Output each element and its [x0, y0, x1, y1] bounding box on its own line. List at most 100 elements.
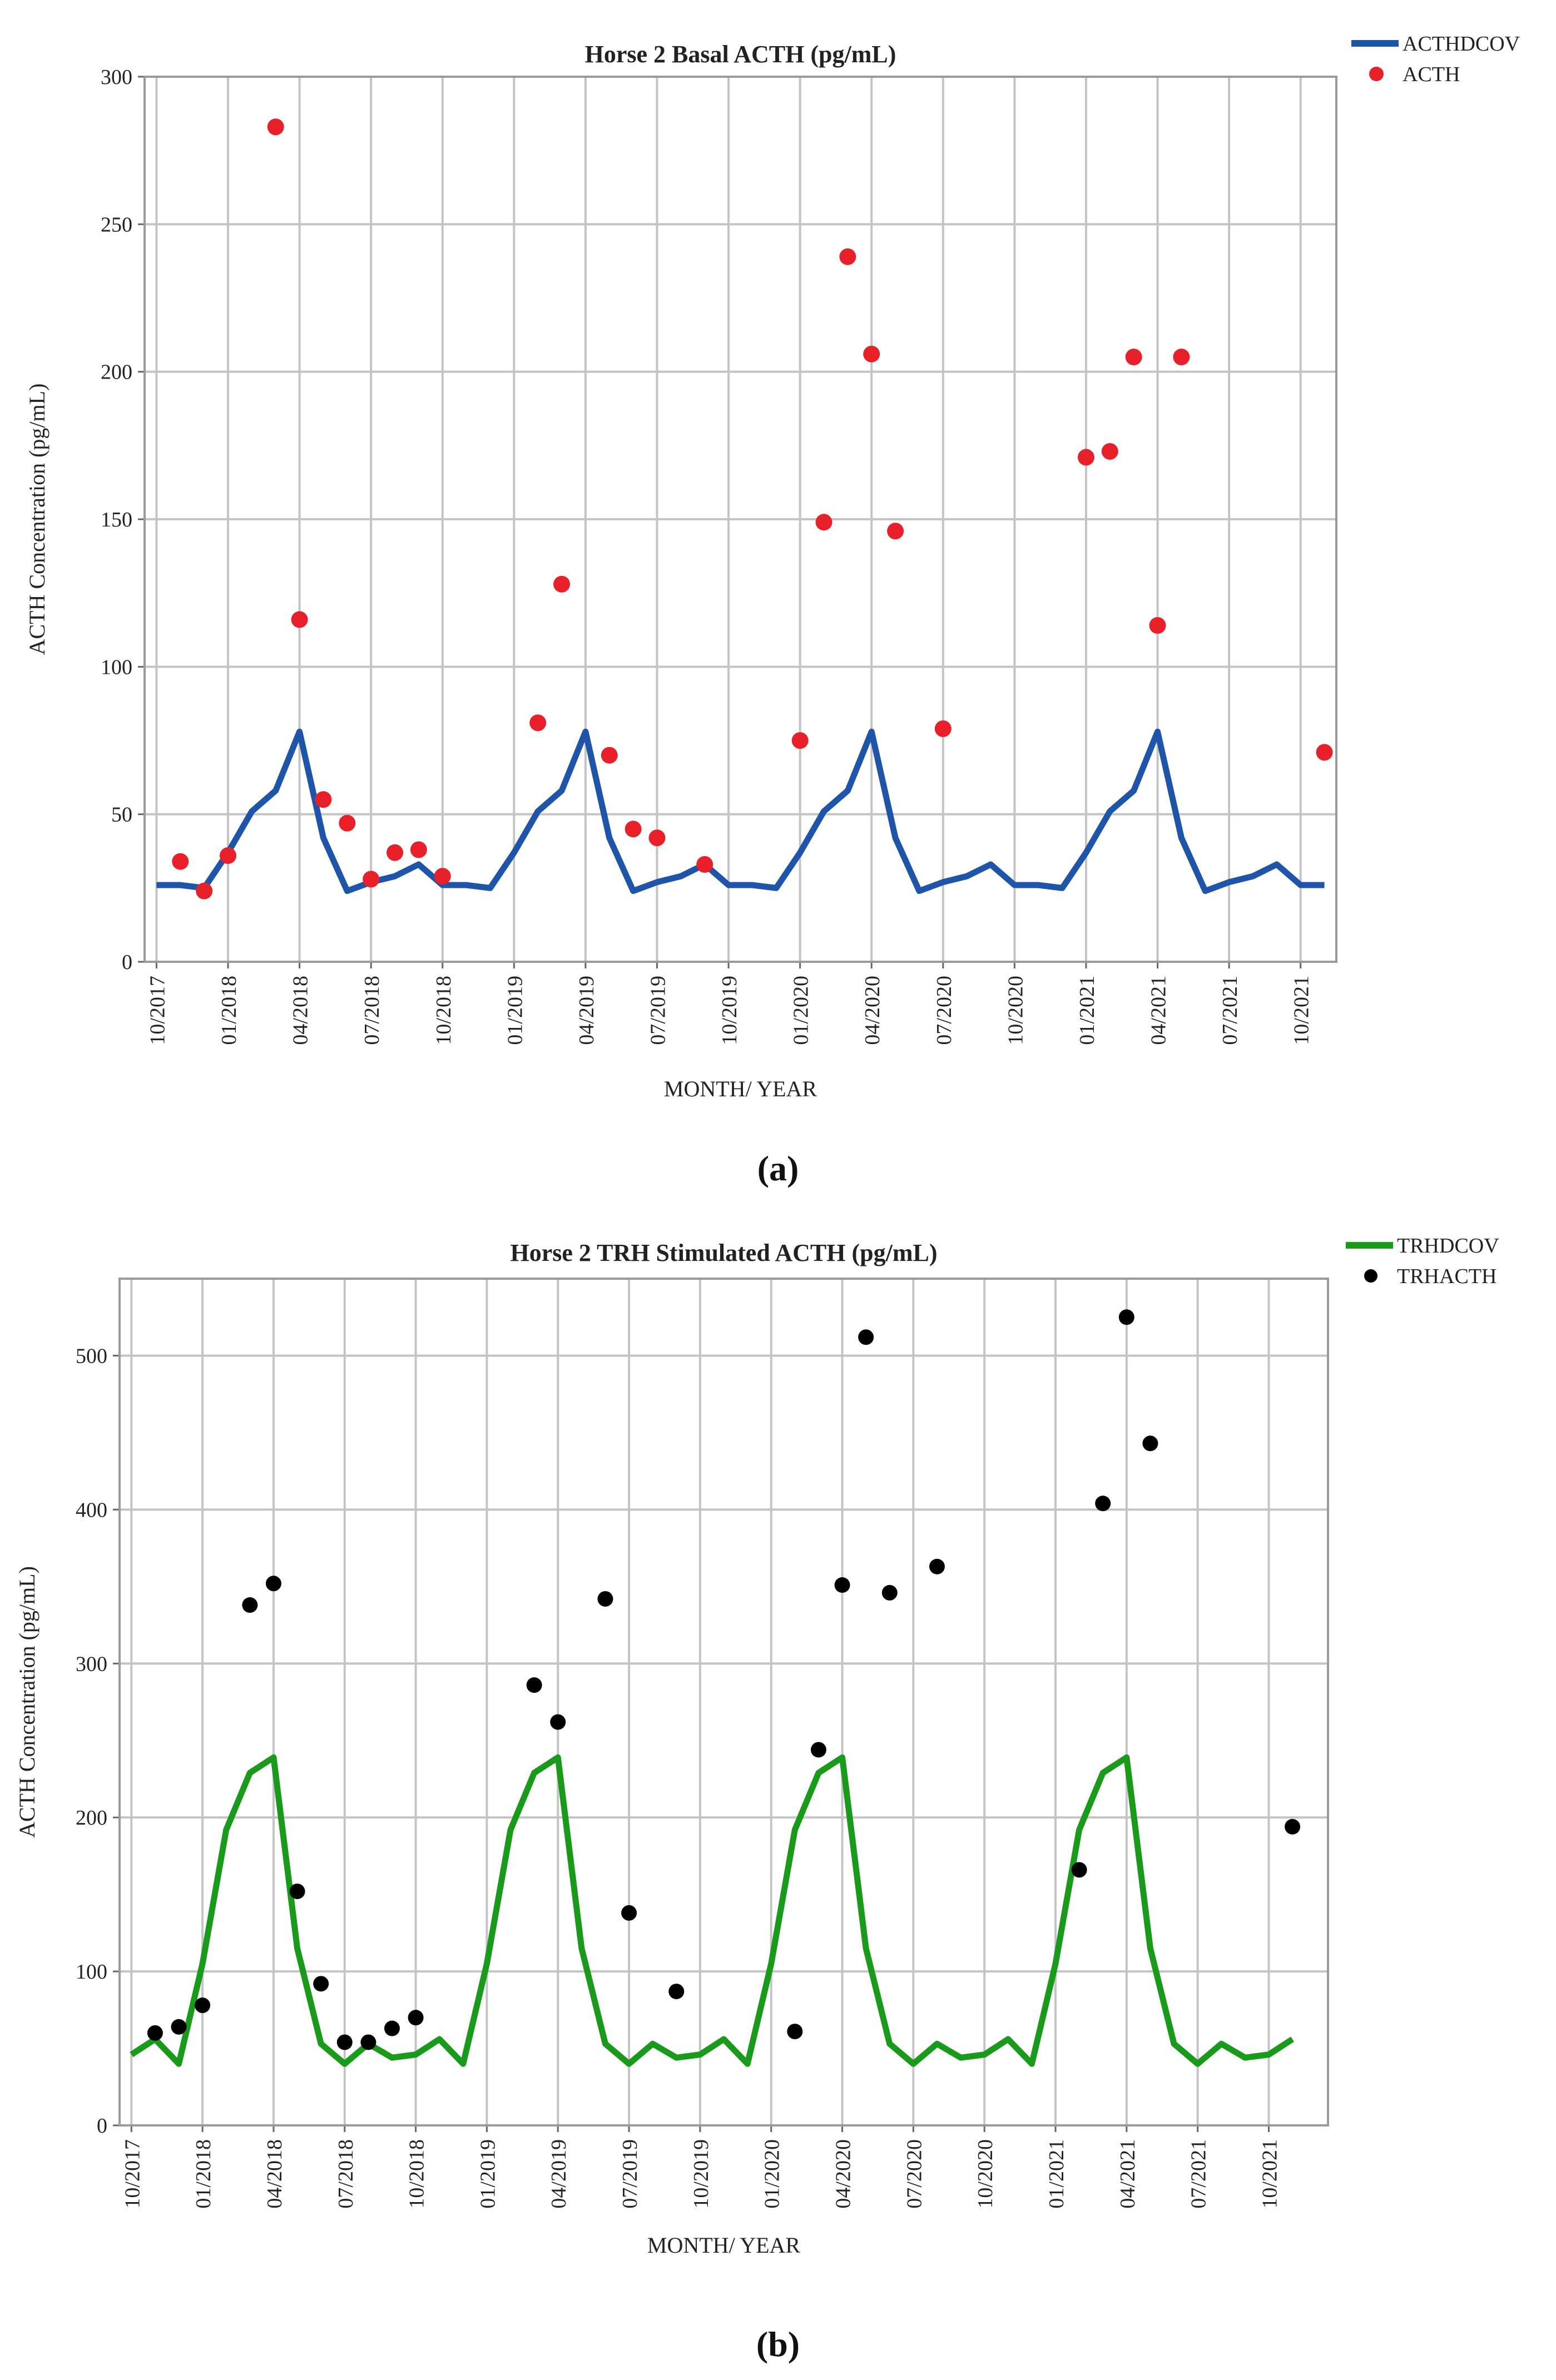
x-axis-label-a: MONTH/ YEAR: [664, 1076, 817, 1101]
data-point-trhacth: [787, 2024, 803, 2040]
data-point-trhacth: [1118, 1309, 1134, 1325]
data-point-acth: [363, 871, 380, 888]
x-tick-label-a: 07/2021: [1218, 976, 1242, 1045]
data-point-acth: [172, 853, 189, 870]
x-tick-label-b: 07/2021: [1187, 2139, 1211, 2209]
x-tick-label-a: 04/2020: [861, 976, 884, 1045]
data-point-trhacth: [265, 1576, 281, 1592]
data-point-trhacth: [336, 2034, 353, 2050]
plot-frame-a: [143, 76, 1337, 963]
x-tick-label-a: 10/2017: [146, 976, 169, 1045]
x-tick-label-a: 07/2020: [933, 976, 956, 1045]
data-point-acth: [601, 747, 618, 764]
chart-b-trh-stimulated-acth: 10/2017 01/2018 04/2018 07/2018 10/2018 01/20…: [14, 1234, 1499, 2258]
data-point-trhacth: [195, 1998, 211, 2014]
data-point-trhacth: [1285, 1818, 1301, 1835]
x-tick-label-b: 04/2021: [1116, 2139, 1139, 2209]
data-point-acth: [196, 882, 213, 900]
y-tick-label-a: 250: [101, 213, 132, 236]
data-point-acth: [386, 844, 404, 861]
legend-label-trhdcov: TRHDCOV: [1397, 1234, 1499, 1258]
x-tick-label-a: 01/2019: [503, 976, 527, 1045]
data-point-acth: [291, 611, 308, 628]
data-point-acth: [791, 732, 809, 749]
x-tick-label-a: 10/2019: [718, 976, 741, 1045]
data-point-acth: [410, 841, 427, 858]
data-point-acth: [863, 345, 880, 362]
data-point-acth: [815, 514, 832, 531]
y-tick-label-a: 0: [122, 951, 132, 974]
x-tick-label-b: 10/2019: [690, 2139, 713, 2209]
series-line-trhdcov: [130, 1754, 1295, 2067]
legend-label-trhacth: TRHACTH: [1397, 1265, 1496, 1288]
panel-label-b: (b): [756, 2324, 800, 2364]
legend-label-acth: ACTH: [1403, 63, 1460, 86]
x-tick-label-b: 07/2018: [334, 2139, 358, 2209]
data-point-acth: [267, 118, 284, 136]
data-point-acth: [625, 821, 642, 838]
data-point-acth: [220, 847, 237, 864]
x-tick-label-a: 01/2020: [790, 976, 813, 1045]
x-tick-label-a: 07/2019: [646, 976, 670, 1045]
data-point-trhacth: [242, 1597, 258, 1613]
y-tick-label-b: 300: [76, 1652, 107, 1676]
x-tick-label-a: 01/2018: [217, 976, 241, 1045]
data-point-acth: [1173, 349, 1190, 366]
y-axis-label-b: ACTH Concentration (pg/mL): [14, 1566, 39, 1838]
x-tick-label-b: 10/2018: [405, 2139, 429, 2209]
data-point-acth: [1077, 449, 1094, 466]
y-tick-label-b: 200: [76, 1806, 107, 1830]
data-point-trhacth: [834, 1577, 850, 1593]
y-tick-label-a: 100: [101, 655, 132, 679]
y-tick-label-a: 300: [101, 66, 132, 89]
data-point-acth: [839, 248, 856, 265]
data-point-trhacth: [360, 2034, 376, 2050]
x-tick-label-b: 10/2021: [1258, 2139, 1281, 2209]
x-tick-label-b: 10/2020: [974, 2139, 997, 2209]
data-point-acth: [1101, 443, 1118, 460]
data-point-acth: [696, 856, 713, 873]
x-tick-label-a: 10/2020: [1004, 976, 1027, 1045]
x-tick-label-b: 01/2021: [1045, 2139, 1068, 2209]
x-tick-label-b: 07/2019: [618, 2139, 642, 2209]
y-tick-label-a: 50: [111, 803, 132, 827]
panel-label-a: (a): [757, 1149, 799, 1188]
y-tick-label-b: 0: [97, 2114, 107, 2138]
series-line-acthdcov: [156, 728, 1325, 895]
data-point-trhacth: [313, 1976, 329, 1992]
x-tick-label-a: 01/2021: [1076, 976, 1099, 1045]
x-tick-label-a: 04/2021: [1147, 976, 1171, 1045]
x-tick-label-b: 10/2017: [121, 2139, 144, 2209]
legend-swatch-acth: [1369, 67, 1384, 81]
x-tick-label-b: 04/2018: [263, 2139, 286, 2209]
x-tick-label-b: 01/2019: [476, 2139, 499, 2209]
data-point-trhacth: [1095, 1495, 1111, 1512]
chart-a-basal-acth: 10/2017 01/2018 04/2018 07/2018 10/2018 01/20…: [24, 32, 1520, 1101]
x-tick-label-a: 07/2018: [360, 976, 384, 1045]
data-point-trhacth: [810, 1742, 826, 1758]
plot-frame-b: [118, 1278, 1329, 2126]
data-point-acth: [553, 575, 571, 593]
x-tick-label-a: 04/2018: [289, 976, 313, 1045]
y-tick-label-b: 500: [76, 1344, 107, 1368]
x-tick-label-b: 04/2020: [832, 2139, 855, 2209]
x-tick-label-a: 04/2019: [575, 976, 598, 1045]
data-point-trhacth: [881, 1584, 898, 1601]
x-tick-label-b: 01/2018: [192, 2139, 215, 2209]
data-point-trhacth: [858, 1329, 874, 1345]
data-point-trhacth: [526, 1677, 542, 1693]
data-point-trhacth: [1071, 1862, 1087, 1878]
data-point-acth: [1149, 617, 1166, 634]
y-tick-label-a: 200: [101, 361, 132, 384]
chart-title-b: Horse 2 TRH Stimulated ACTH (pg/mL): [510, 1239, 937, 1266]
x-tick-label-b: 07/2020: [903, 2139, 926, 2209]
data-point-trhacth: [550, 1714, 566, 1730]
data-point-acth: [529, 714, 547, 732]
data-point-acth: [887, 523, 904, 540]
data-point-trhacth: [171, 2019, 187, 2035]
chart-title-a: Horse 2 Basal ACTH (pg/mL): [585, 41, 896, 68]
data-point-acth: [1125, 349, 1142, 366]
data-point-trhacth: [289, 1884, 305, 1900]
data-point-trhacth: [408, 2010, 424, 2026]
data-point-acth: [434, 868, 451, 885]
